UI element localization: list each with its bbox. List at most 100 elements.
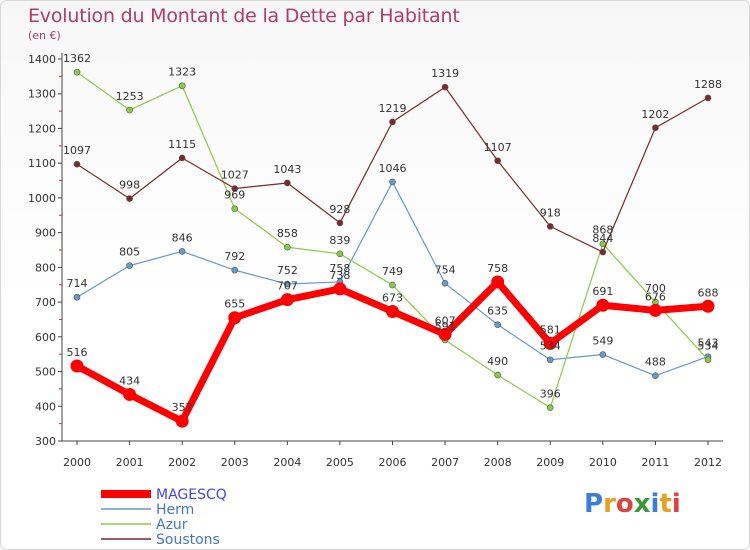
data-point-herm [441,280,449,287]
data-point-azur [73,68,81,76]
data-label-azur: 969 [224,189,245,202]
data-point-magescq [333,282,347,296]
legend-label-soustons: Soustons [156,532,220,548]
data-point-soustons [599,248,607,256]
data-label-magescq: 581 [540,323,561,336]
data-point-magescq [491,275,505,289]
data-label-azur: 700 [645,282,666,295]
data-label-herm: 752 [277,264,298,277]
y-tick-label: 800 [35,261,56,274]
data-point-herm [652,372,659,380]
data-label-herm: 635 [487,305,508,318]
x-tick-label: 2010 [589,456,617,469]
data-point-magescq [386,304,399,318]
axes: 300 400 500 600 700 800 900 1000 1100 1200 1300 140… [28,53,723,469]
data-label-magescq: 607 [435,314,456,327]
logo-letter: r [603,489,616,519]
data-point-herm [389,178,396,186]
data-point-magescq [175,414,189,428]
data-point-azur [178,82,186,90]
data-point-herm [178,248,186,255]
data-point-azur [389,281,396,289]
data-point-magescq [123,387,137,401]
data-label-soustons: 1097 [63,144,91,157]
data-label-magescq: 738 [329,269,350,282]
data-label-herm: 805 [119,246,140,259]
y-tick-label: 1000 [28,192,56,205]
data-label-magescq: 688 [698,286,719,299]
y-tick-label: 300 [35,435,56,448]
data-label-herm: 534 [540,340,561,353]
data-label-soustons: 928 [329,203,350,216]
data-point-magescq [438,327,452,341]
legend-label-azur: Azur [156,517,188,533]
data-point-soustons [73,160,81,168]
data-point-herm [231,266,239,274]
data-point-herm [599,351,607,358]
logo-letter: i [650,489,660,519]
data-point-magescq [70,359,84,373]
data-label-azur: 1253 [116,90,144,103]
x-tick-label: 2005 [326,456,354,469]
x-tick-label: 2002 [168,456,196,469]
data-label-soustons: 998 [119,179,140,192]
data-label-azur: 591 [435,320,456,333]
x-tick-label: 2007 [431,456,459,469]
data-point-soustons [126,195,133,202]
data-label-magescq: 434 [119,374,140,387]
data-point-herm [284,280,291,288]
data-label-azur: 396 [540,388,561,401]
data-point-soustons [494,157,501,165]
data-label-herm: 549 [592,335,613,348]
x-tick-label: 2009 [536,456,564,469]
data-labels: 516 434 357 655 707 738 673 607 758 581 691 676 688 7… [63,52,722,414]
data-point-azur [704,356,712,364]
y-tick-label: 1400 [28,53,56,66]
data-point-magescq [543,336,557,350]
y-tick-label: 700 [35,296,56,309]
data-point-azur [284,243,291,251]
data-label-soustons: 1027 [221,169,249,182]
x-tick-label: 2000 [63,456,91,469]
data-label-herm: 1046 [379,162,407,175]
data-point-herm [494,321,501,328]
data-label-magescq: 758 [487,262,508,275]
logo-letter: x [633,489,651,519]
data-label-magescq: 676 [645,290,666,303]
data-point-soustons [546,223,554,230]
data-label-magescq: 357 [172,401,193,414]
data-label-herm: 792 [224,250,245,263]
x-tick-label: 2001 [116,456,144,469]
series-line-herm [76,181,709,377]
chart-title: Evolution du Montant de la Dette par Hab… [28,5,460,27]
data-label-azur: 534 [698,340,719,353]
logo-letter: P [584,489,604,519]
chart-subtitle: (en €) [28,29,61,42]
legend-label-herm: Herm [156,502,194,518]
data-label-magescq: 691 [592,285,613,298]
y-tick-label: 1100 [28,157,56,170]
data-point-magescq [648,303,662,317]
data-label-azur: 839 [329,234,350,247]
data-label-azur: 858 [277,227,298,240]
y-tick-label: 1200 [28,122,56,135]
data-point-soustons [284,179,291,187]
data-point-soustons [704,94,712,102]
data-label-herm: 488 [645,356,666,369]
data-label-azur: 868 [592,224,613,237]
y-tick-label: 900 [35,227,56,240]
data-label-soustons: 1219 [379,102,407,115]
data-label-magescq: 655 [224,298,245,311]
x-tick-label: 2008 [484,456,512,469]
data-point-azur [494,371,501,379]
data-point-herm [126,262,133,269]
y-tick-label: 1300 [28,88,56,101]
data-label-magescq: 673 [382,291,403,304]
data-label-azur: 490 [487,355,508,368]
data-label-soustons: 1043 [273,163,301,176]
logo-letter: t [659,489,672,519]
data-label-soustons: 1202 [641,108,669,121]
x-tick-label: 2003 [221,456,249,469]
